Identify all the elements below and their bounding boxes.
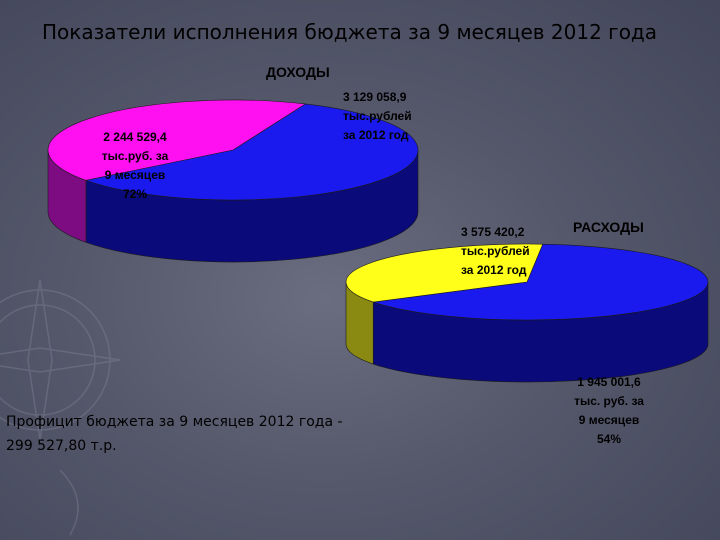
income-pie-chart bbox=[47, 99, 419, 263]
expense-chart-title: РАСХОДЫ bbox=[573, 219, 644, 235]
data-label-line: за 2012 год bbox=[461, 263, 527, 277]
data-label-line: тыс. руб. за bbox=[574, 394, 644, 408]
expense-pie-chart bbox=[345, 243, 709, 383]
data-label-line: 2 244 529,4 bbox=[103, 130, 167, 144]
surplus-line: 299 527,80 т.р. bbox=[6, 438, 117, 454]
expense-planned-label: 3 575 420,2 тыс.рублей за 2012 год bbox=[461, 223, 530, 280]
data-label-line: 9 месяцев bbox=[578, 413, 640, 427]
data-label-line: 3 129 058,9 bbox=[343, 90, 407, 104]
pie-slice-1 bbox=[47, 99, 307, 181]
data-label-line: 72% bbox=[122, 187, 148, 201]
slide-title: Показатели исполнения бюджета за 9 месяц… bbox=[42, 20, 658, 44]
compass-decoration bbox=[0, 279, 121, 536]
data-label-line: тыс.рублей bbox=[343, 109, 412, 123]
data-label-line: 9 месяцев bbox=[104, 168, 166, 182]
data-label-line: тыс.руб. за bbox=[101, 149, 169, 163]
pie-slice-0 bbox=[373, 243, 709, 321]
income-revenue-planned-label: 3 129 058,9 тыс.рублей за 2012 год bbox=[343, 88, 412, 145]
surplus-line: Профицит бюджета за 9 месяцев 2012 года … bbox=[6, 414, 343, 430]
income-revenue-actual-label: 2 244 529,4 тыс.руб. за 9 месяцев 72% bbox=[93, 128, 177, 204]
data-label-line: за 2012 год bbox=[343, 128, 409, 142]
budget-surplus-note: Профицит бюджета за 9 месяцев 2012 года … bbox=[6, 410, 406, 458]
data-label-line: тыс.рублей bbox=[461, 244, 530, 258]
income-chart-title: ДОХОДЫ bbox=[266, 64, 330, 80]
expense-actual-label: 1 945 001,6 тыс. руб. за 9 месяцев 54% bbox=[566, 373, 652, 449]
data-label-line: 54% bbox=[596, 432, 622, 446]
data-label-line: 1 945 001,6 bbox=[577, 375, 641, 389]
pie-slice-0 bbox=[84, 103, 419, 201]
data-label-line: 3 575 420,2 bbox=[461, 225, 525, 239]
pie-slice-1 bbox=[345, 243, 544, 303]
